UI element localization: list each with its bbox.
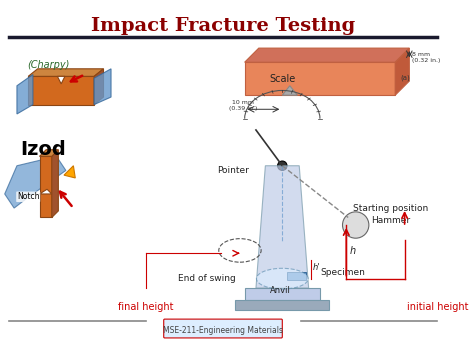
Text: (a): (a) bbox=[400, 75, 410, 82]
Polygon shape bbox=[245, 48, 410, 62]
Text: h': h' bbox=[312, 263, 320, 272]
Text: Izod: Izod bbox=[21, 140, 66, 159]
Polygon shape bbox=[39, 189, 52, 194]
Polygon shape bbox=[17, 75, 33, 114]
Text: Notch: Notch bbox=[17, 192, 39, 201]
Polygon shape bbox=[245, 62, 395, 95]
Polygon shape bbox=[39, 156, 52, 218]
Circle shape bbox=[343, 212, 369, 238]
Polygon shape bbox=[283, 86, 297, 95]
Circle shape bbox=[278, 161, 287, 170]
Text: h: h bbox=[350, 246, 356, 256]
Text: End of swing: End of swing bbox=[178, 274, 236, 283]
Polygon shape bbox=[28, 76, 94, 105]
Polygon shape bbox=[64, 166, 75, 178]
Polygon shape bbox=[39, 150, 58, 156]
FancyBboxPatch shape bbox=[164, 319, 283, 338]
Text: (Charpy): (Charpy) bbox=[28, 60, 70, 70]
Polygon shape bbox=[28, 69, 103, 76]
Text: Pointer: Pointer bbox=[218, 166, 249, 175]
Polygon shape bbox=[395, 48, 410, 95]
Polygon shape bbox=[256, 166, 309, 288]
Text: final height: final height bbox=[118, 302, 173, 312]
Text: initial height: initial height bbox=[407, 302, 468, 312]
Polygon shape bbox=[5, 156, 66, 208]
Text: Impact Fracture Testing: Impact Fracture Testing bbox=[91, 17, 355, 34]
Text: MSE-211-Engineering Materials: MSE-211-Engineering Materials bbox=[163, 326, 283, 335]
Bar bbox=[287, 272, 306, 280]
Text: Scale: Scale bbox=[269, 74, 295, 84]
Polygon shape bbox=[94, 69, 111, 105]
Text: 8 mm
(0.32 in.): 8 mm (0.32 in.) bbox=[412, 52, 440, 63]
Text: Hammer: Hammer bbox=[371, 216, 410, 225]
Text: Specimen: Specimen bbox=[320, 268, 365, 277]
Polygon shape bbox=[235, 300, 329, 310]
Polygon shape bbox=[245, 288, 320, 300]
Polygon shape bbox=[94, 69, 103, 105]
Polygon shape bbox=[52, 150, 58, 218]
Ellipse shape bbox=[256, 268, 308, 289]
Polygon shape bbox=[57, 76, 65, 84]
Text: Starting position: Starting position bbox=[353, 203, 428, 213]
Text: 10 mm
(0.39 in.): 10 mm (0.39 in.) bbox=[228, 100, 257, 111]
Text: Anvil: Anvil bbox=[270, 286, 291, 295]
